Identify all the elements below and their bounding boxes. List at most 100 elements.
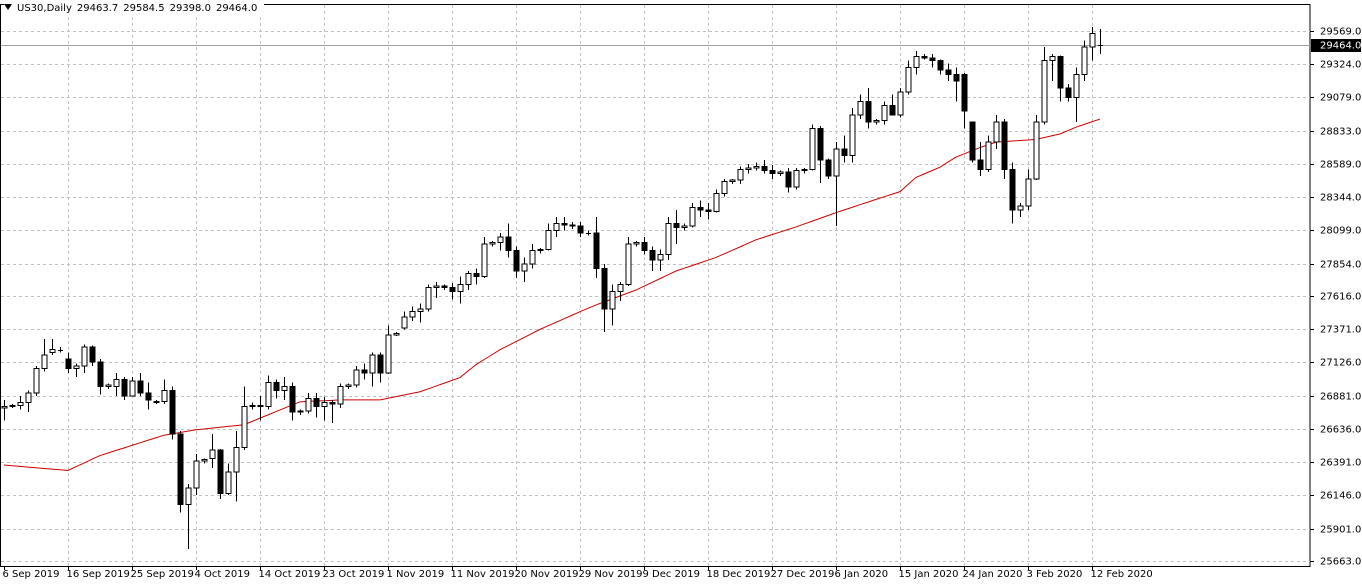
x-tick-label: 16 Sep 2019 [67, 569, 130, 580]
x-tick-label: 6 Sep 2019 [3, 569, 60, 580]
y-tick-label: 29324.0 [1320, 60, 1361, 71]
candle-body [1073, 73, 1080, 98]
header-value: 29398.0 [169, 3, 211, 14]
x-tick-label: 12 Feb 2020 [1091, 569, 1153, 580]
candle-body [713, 193, 720, 212]
candle-body [81, 346, 88, 367]
candle-body [1001, 121, 1008, 170]
candle-body [137, 380, 144, 394]
candle-body [641, 242, 648, 252]
candle-body [481, 243, 488, 277]
candle-body [833, 148, 840, 177]
candle-body [121, 379, 128, 397]
y-tick-label: 25901.0 [1320, 525, 1361, 536]
candle-body [1065, 87, 1072, 98]
chart-header: US30,Daily 29463.7 29584.5 29398.0 29464.0 [4, 3, 265, 14]
candle-body [177, 433, 184, 505]
candle-body [385, 334, 392, 374]
candle-body [473, 273, 480, 277]
x-tick-label: 4 Oct 2019 [195, 569, 250, 580]
candle-body [457, 284, 464, 292]
candle-body [9, 404, 16, 408]
candle-body [545, 229, 552, 250]
candle-body [241, 406, 248, 448]
x-tick-label: 27 Dec 2019 [771, 569, 835, 580]
candle-body [505, 236, 512, 252]
candle-body [993, 121, 1000, 143]
candle-body [145, 392, 152, 401]
candle-body [65, 358, 72, 370]
candle-body [849, 114, 856, 157]
candle-body [1089, 33, 1096, 48]
candle-body [33, 368, 40, 394]
candle-body [657, 254, 664, 261]
candle-body [209, 449, 216, 459]
candle-body [881, 104, 888, 121]
candle-body [17, 402, 24, 406]
candle-body [321, 402, 328, 408]
moving-average [3, 118, 1101, 471]
candle-body [729, 179, 736, 182]
candle-body [425, 286, 432, 310]
candle-body [497, 236, 504, 244]
candle-body [233, 446, 240, 473]
candle-body [337, 385, 344, 405]
candle-body [193, 460, 200, 489]
candle-body [745, 167, 752, 170]
candle-body [1, 406, 8, 409]
candle-body [97, 361, 104, 387]
symbol-title: US30,Daily [17, 3, 72, 14]
candle-body [985, 141, 992, 170]
x-tick-label: 25 Sep 2019 [131, 569, 194, 580]
candle-body [369, 354, 376, 374]
candle-body [673, 223, 680, 229]
candle-body [969, 121, 976, 161]
candle-body [353, 369, 360, 386]
y-tick-label: 27616.0 [1320, 292, 1361, 303]
candle-body [377, 354, 384, 374]
candle-body [441, 285, 448, 288]
candle-body [913, 56, 920, 68]
y-tick-label: 27126.0 [1320, 358, 1361, 369]
candle-body [465, 273, 472, 286]
y-tick-label: 28344.0 [1320, 193, 1361, 204]
header-value: 29584.5 [123, 3, 165, 14]
candle-body [601, 267, 608, 310]
x-tick-label: 9 Dec 2019 [643, 569, 701, 580]
current-price-label: 29464.0 [1320, 41, 1361, 52]
candle-body [625, 243, 632, 286]
candle-body [873, 119, 880, 123]
candle-body [809, 128, 816, 170]
y-tick-label: 28833.0 [1320, 127, 1361, 138]
x-tick-label: 18 Dec 2019 [707, 569, 771, 580]
candle-body [561, 223, 568, 226]
candle-body [785, 171, 792, 188]
candle-body [945, 69, 952, 75]
candle-body [169, 389, 176, 435]
candle-body [889, 104, 896, 116]
candle-body [521, 263, 528, 272]
candle-body [1049, 56, 1056, 62]
candle-body [185, 487, 192, 505]
y-tick-label: 25663.0 [1320, 557, 1361, 568]
y-tick-label: 29569.0 [1320, 27, 1361, 38]
candle-body [633, 242, 640, 245]
y-tick-label: 29079.0 [1320, 93, 1361, 104]
candle-body [289, 385, 296, 413]
x-tick-label: 14 Oct 2019 [259, 569, 321, 580]
candle-body [41, 354, 48, 370]
candle-body [217, 449, 224, 495]
candle-body [681, 225, 688, 229]
candle-body [761, 166, 768, 172]
candle-body [257, 404, 264, 408]
candle-body [1041, 60, 1048, 123]
y-tick-label: 26636.0 [1320, 425, 1361, 436]
header-value: 29463.7 [76, 3, 119, 14]
x-tick-label: 6 Jan 2020 [835, 569, 889, 580]
candle-body [49, 349, 56, 353]
candle-body [953, 73, 960, 82]
candle-body [705, 209, 712, 212]
candle-body [1017, 205, 1024, 211]
candle-body [529, 250, 536, 265]
